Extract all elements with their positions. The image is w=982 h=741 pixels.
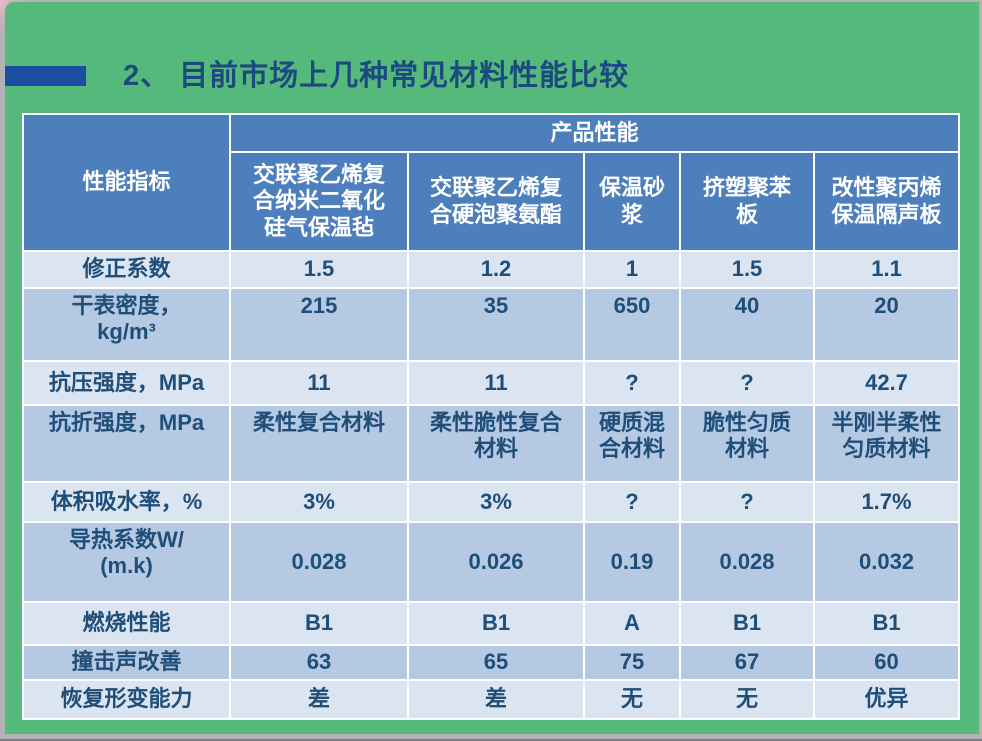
table-row: 恢复形变能力差差无无优异: [22, 679, 961, 720]
page-title: 2、 目前市场上几种常见材料性能比较: [123, 60, 630, 92]
table-row: 修正系数 1.5 1.2 1 1.5 1.1: [22, 250, 961, 289]
value-cell: 0.026: [407, 521, 585, 603]
value-cell: 11: [229, 360, 409, 406]
value-cell: 650: [583, 287, 681, 362]
value-cell: 硬质混合材料: [583, 404, 681, 483]
table-row: 撞击声改善 63 65 75 67 60: [22, 644, 961, 681]
value-cell: 半刚半柔性匀质材料: [812, 404, 961, 483]
value-cell: 1.5: [679, 250, 815, 289]
value-cell: B1: [812, 601, 961, 646]
table-body: 修正系数 1.5 1.2 1 1.5 1.1 干表密度， kg/m³ 215 35 650 40 20 抗…: [22, 250, 961, 720]
table-row: 燃烧性能 B1 B1 A B1 B1: [22, 601, 961, 646]
screen-bottom-edge: [0, 739, 982, 741]
row-label: 抗折强度，MPa: [22, 404, 231, 483]
value-cell: 67: [679, 644, 815, 681]
value-cell: B1: [679, 601, 815, 646]
value-cell: 0.028: [679, 521, 815, 603]
product-column-header: 改性聚丙烯保温隔声板: [812, 151, 961, 252]
value-cell: ?: [679, 360, 815, 406]
table-row: 导热系数W/(m.k) 0.028 0.026 0.19 0.028 0.032: [22, 521, 961, 603]
value-cell: 1: [583, 250, 681, 289]
row-label: 体积吸水率，%: [22, 481, 231, 523]
value-cell: 柔性脆性复合材料: [407, 404, 585, 483]
title-accent-bar: [5, 66, 86, 86]
value-cell: 3%: [229, 481, 409, 523]
value-cell: 11: [407, 360, 585, 406]
value-cell: 柔性复合材料: [229, 404, 409, 483]
value-cell: 60: [812, 644, 961, 681]
value-cell: 20: [812, 287, 961, 362]
table-row: 干表密度， kg/m³ 215 35 650 40 20: [22, 287, 961, 362]
value-cell: ?: [583, 360, 681, 406]
table-row: 体积吸水率，% 3% 3%?? 1.7%: [22, 481, 961, 523]
value-cell: 75: [583, 644, 681, 681]
corner-header: 性能指标: [22, 113, 231, 252]
value-cell: 差: [229, 679, 409, 720]
product-column-header: 挤塑聚苯板: [679, 151, 815, 252]
table-row: 抗折强度，MPa 柔性复合材料 柔性脆性复合材料 硬质混合材料 脆性匀质材料 半刚半柔性匀…: [22, 404, 961, 483]
product-column-header: 交联聚乙烯复合硬泡聚氨酯: [407, 151, 585, 252]
value-cell: 215: [229, 287, 409, 362]
value-cell: 脆性匀质材料: [679, 404, 815, 483]
value-cell: 差: [407, 679, 585, 720]
value-cell: 0.032: [812, 521, 961, 603]
table-row: 抗压强度，MPa 11 11?? 42.7: [22, 360, 961, 406]
value-cell: A: [583, 601, 681, 646]
row-label: 导热系数W/(m.k): [22, 521, 231, 603]
value-cell: 42.7: [812, 360, 961, 406]
value-cell: 63: [229, 644, 409, 681]
value-cell: 3%: [407, 481, 585, 523]
value-cell: 0.19: [583, 521, 681, 603]
value-cell: 1.5: [229, 250, 409, 289]
row-label: 修正系数: [22, 250, 231, 289]
value-cell: 无: [583, 679, 681, 720]
row-label: 撞击声改善: [22, 644, 231, 681]
group-header: 产品性能: [228, 113, 961, 153]
slide: 2、 目前市场上几种常见材料性能比较 性能指标 产品性能 交联聚乙烯复合纳米二氧…: [5, 2, 979, 734]
value-cell: 65: [407, 644, 585, 681]
material-comparison-table: 性能指标 产品性能 交联聚乙烯复合纳米二氧化硅气保温毡 交联聚乙烯复合硬泡聚氨酯保…: [22, 113, 961, 720]
row-label: 抗压强度，MPa: [22, 360, 231, 406]
table-header: 性能指标 产品性能 交联聚乙烯复合纳米二氧化硅气保温毡 交联聚乙烯复合硬泡聚氨酯保…: [22, 113, 961, 252]
value-cell: 无: [679, 679, 815, 720]
value-cell: B1: [407, 601, 585, 646]
value-cell: 0.028: [229, 521, 409, 603]
value-cell: ?: [583, 481, 681, 523]
value-cell: 优异: [812, 679, 961, 720]
row-label: 干表密度， kg/m³: [22, 287, 231, 362]
value-cell: 40: [679, 287, 815, 362]
value-cell: 1.2: [407, 250, 585, 289]
value-cell: 35: [407, 287, 585, 362]
value-cell: B1: [229, 601, 409, 646]
product-column-header: 保温砂浆: [583, 151, 681, 252]
value-cell: 1.7%: [812, 481, 961, 523]
product-column-header: 交联聚乙烯复合纳米二氧化硅气保温毡: [229, 151, 409, 252]
row-label: 燃烧性能: [22, 601, 231, 646]
value-cell: ?: [679, 481, 815, 523]
value-cell: 1.1: [812, 250, 961, 289]
row-label: 恢复形变能力: [22, 679, 231, 720]
